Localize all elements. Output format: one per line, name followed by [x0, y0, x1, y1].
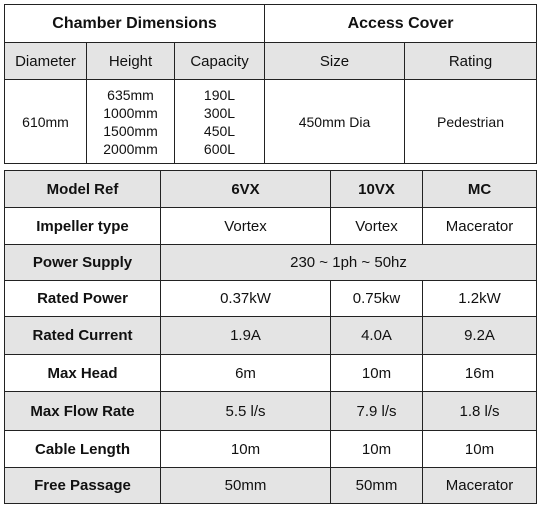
column-header-size: Size: [264, 42, 406, 80]
capacity-value: 450L: [203, 122, 236, 139]
row-label: Max Head: [4, 354, 161, 392]
cell-value: 0.75kw: [330, 280, 423, 317]
cell-value: Macerator: [422, 207, 537, 245]
cell-value: 16m: [422, 354, 537, 392]
cell-value: Vortex: [160, 207, 331, 245]
model-10vx-header: 10VX: [330, 170, 423, 208]
capacity-value: 600L: [203, 140, 236, 157]
access-cover-size-value: 450mm Dia: [264, 79, 406, 164]
cell-value: 9.2A: [422, 316, 537, 355]
column-header-diameter: Diameter: [4, 42, 87, 80]
table-row: Rated Current 1.9A 4.0A 9.2A: [4, 316, 537, 355]
column-header-capacity: Capacity: [173, 42, 266, 80]
cell-value: 10m: [422, 430, 537, 468]
cell-value: 10m: [160, 430, 331, 468]
table-row: Impeller type Vortex Vortex Macerator: [4, 207, 537, 245]
height-value: 635mm: [107, 86, 154, 103]
table-row: Max Head 6m 10m 16m: [4, 354, 537, 392]
row-label: Cable Length: [4, 430, 161, 468]
cell-value: 7.9 l/s: [330, 391, 423, 431]
cell-value: 1.8 l/s: [422, 391, 537, 431]
column-header-rating: Rating: [404, 42, 538, 80]
cell-value: 0.37kW: [160, 280, 331, 317]
row-label: Rated Power: [4, 280, 161, 317]
height-values: 635mm 1000mm 1500mm 2000mm: [86, 79, 175, 164]
column-header-height: Height: [86, 42, 175, 80]
cell-value: 10m: [330, 354, 423, 392]
table-row: Max Flow Rate 5.5 l/s 7.9 l/s 1.8 l/s: [4, 391, 537, 431]
chamber-dimensions-title: Chamber Dimensions: [3, 4, 266, 43]
table-row: Rated Power 0.37kW 0.75kw 1.2kW: [4, 280, 537, 317]
chamber-dimensions-table: Chamber Dimensions Access Cover Diameter…: [3, 4, 538, 164]
cell-value: 6m: [160, 354, 331, 392]
model-ref-label: Model Ref: [4, 170, 161, 208]
diameter-value: 610mm: [4, 79, 87, 164]
row-label: Impeller type: [4, 207, 161, 245]
row-label: Free Passage: [4, 467, 161, 504]
table-row: Free Passage 50mm 50mm Macerator: [4, 467, 537, 504]
cell-value: 50mm: [330, 467, 423, 504]
access-cover-rating-value: Pedestrian: [404, 79, 538, 164]
cell-value-merged: 230 ~ 1ph ~ 50hz: [160, 244, 537, 281]
cell-value: 50mm: [160, 467, 331, 504]
cell-value: 5.5 l/s: [160, 391, 331, 431]
table-row: Power Supply 230 ~ 1ph ~ 50hz: [4, 244, 537, 281]
cell-value: 10m: [330, 430, 423, 468]
capacity-values: 190L 300L 450L 600L: [173, 79, 266, 164]
pump-specs-table: Model Ref 6VX 10VX MC Impeller type Vort…: [4, 170, 537, 504]
cell-value: 4.0A: [330, 316, 423, 355]
capacity-value: 300L: [203, 104, 236, 121]
cell-value: Vortex: [330, 207, 423, 245]
row-label: Max Flow Rate: [4, 391, 161, 431]
cell-value: 1.2kW: [422, 280, 537, 317]
table-row: Cable Length 10m 10m 10m: [4, 430, 537, 468]
row-label: Rated Current: [4, 316, 161, 355]
table-row: Model Ref 6VX 10VX MC: [4, 170, 537, 208]
cell-value: 1.9A: [160, 316, 331, 355]
height-value: 1000mm: [103, 104, 158, 121]
model-mc-header: MC: [422, 170, 537, 208]
access-cover-title: Access Cover: [264, 4, 538, 43]
height-value: 1500mm: [103, 122, 158, 139]
height-value: 2000mm: [103, 140, 158, 157]
cell-value: Macerator: [422, 467, 537, 504]
row-label: Power Supply: [4, 244, 161, 281]
model-6vx-header: 6VX: [160, 170, 331, 208]
capacity-value: 190L: [203, 86, 236, 103]
